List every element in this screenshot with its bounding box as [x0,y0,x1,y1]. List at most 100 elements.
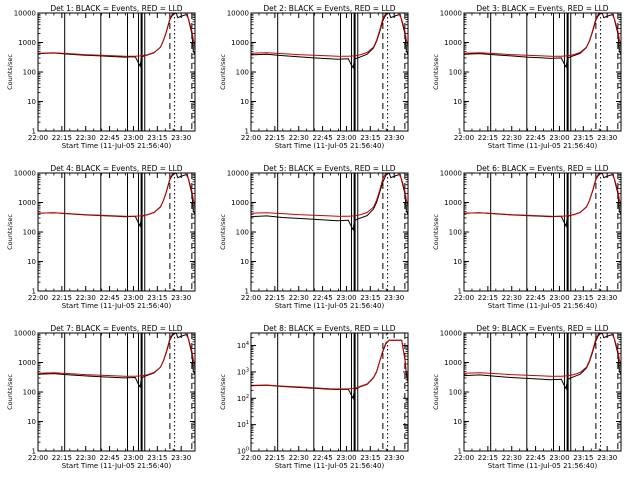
x-tick-label: 23:15 [360,134,380,142]
x-tick-label: 23:15 [147,454,167,462]
x-tick-label: 23:00 [336,454,356,462]
y-axis-label: Counts/sec [432,54,440,90]
y-tick-label: 100 [236,229,249,237]
y-tick-label: 1 [245,288,249,296]
series-line [38,333,195,377]
y-tick-label: 1000 [444,359,462,367]
y-axis-label: Counts/sec [219,374,227,410]
chart-title: Det 6: BLACK = Events, RED = LLD [476,164,608,173]
series-line [464,333,621,391]
y-tick-label: 100 [449,69,462,77]
x-tick-label: 23:15 [573,454,593,462]
plot-frame [250,172,409,292]
x-tick-label: 22:00 [28,134,48,142]
y-tick-label: 10000 [440,330,462,338]
x-axis-label: Start Time (11-Jul-05 21:56:40) [488,142,598,150]
y-tick-label: 10 [453,258,462,266]
chart-panel: 1 10 100 1000 10000 22:00 22:15 22:30 22:45 23:00… [219,4,409,150]
y-axis-label: Counts/sec [219,214,227,250]
y-tick-label: 1000 [444,199,462,207]
chart-title: Det 1: BLACK = Events, RED = LLD [50,4,182,13]
chart-title: Det 4: BLACK = Events, RED = LLD [50,164,182,173]
chart-panel: 100 101 102 103 104 22:00 22:15 22:30 22:45 23:00… [219,324,409,470]
chart-panel: 1 10 100 1000 10000 22:00 22:15 22:30 22:45 23:00… [432,164,622,310]
y-tick-label: 1 [245,128,249,136]
y-tick-label: 10 [27,418,36,426]
x-tick-label: 22:45 [312,454,332,462]
y-tick-label: 100 [449,229,462,237]
series-line [464,173,621,217]
chart-panel: 1 10 100 1000 10000 22:00 22:15 22:30 22:45 23:00… [6,4,196,150]
x-tick-label: 23:30 [597,134,617,142]
y-axis-label: Counts/sec [432,374,440,410]
y-tick-label: 100 [23,389,36,397]
x-tick-label: 23:00 [123,294,143,302]
x-tick-label: 23:00 [123,134,143,142]
x-axis-label: Start Time (11-Jul-05 21:56:40) [275,302,385,310]
x-axis-label: Start Time (11-Jul-05 21:56:40) [275,142,385,150]
chart-panel: 1 10 100 1000 10000 22:00 22:15 22:30 22:45 23:00… [432,324,622,470]
plot-frame [463,172,622,292]
x-tick-label: 22:00 [241,294,261,302]
y-tick-label: 100 [449,389,462,397]
x-tick-label: 23:30 [597,454,617,462]
x-tick-label: 22:15 [265,454,285,462]
y-tick-label: 1 [32,448,36,456]
y-tick-label: 1 [32,288,36,296]
series-line [38,13,195,57]
y-tick-label: 101 [237,420,249,429]
plot-frame [250,12,409,132]
x-axis-label: Start Time (11-Jul-05 21:56:40) [62,142,172,150]
y-tick-label: 10 [240,258,249,266]
x-tick-label: 23:00 [123,454,143,462]
chart-title: Det 8: BLACK = Events, RED = LLD [263,324,395,333]
x-tick-label: 22:15 [478,294,498,302]
x-tick-label: 23:15 [573,134,593,142]
x-tick-label: 22:00 [28,294,48,302]
x-axis-label: Start Time (11-Jul-05 21:56:40) [275,462,385,470]
x-tick-label: 23:30 [384,294,404,302]
series-line [464,13,621,57]
plot-frame [37,12,196,132]
plot-frame [463,332,622,452]
chart-title: Det 3: BLACK = Events, RED = LLD [476,4,608,13]
x-tick-label: 22:45 [312,134,332,142]
y-tick-label: 100 [237,447,249,456]
x-tick-label: 22:30 [289,134,309,142]
y-axis-label: Counts/sec [432,214,440,250]
x-tick-label: 22:45 [312,294,332,302]
chart-title: Det 9: BLACK = Events, RED = LLD [476,324,608,333]
series-line [251,13,408,57]
x-tick-label: 22:30 [289,294,309,302]
chart-title: Det 2: BLACK = Events, RED = LLD [263,4,395,13]
x-tick-label: 22:00 [454,294,474,302]
x-tick-label: 23:00 [549,454,569,462]
x-tick-label: 23:00 [549,294,569,302]
series-line [38,173,195,228]
series-line [38,333,195,389]
x-tick-label: 22:30 [76,454,96,462]
series-line [251,339,408,390]
y-tick-label: 10 [27,98,36,106]
x-tick-label: 23:15 [360,454,380,462]
x-tick-label: 22:45 [525,454,545,462]
x-tick-label: 22:30 [502,454,522,462]
y-tick-label: 103 [237,367,249,376]
plot-frame [250,332,409,452]
y-tick-label: 1 [32,128,36,136]
y-axis-label: Counts/sec [6,214,14,250]
series-line [251,173,408,217]
x-tick-label: 23:00 [336,294,356,302]
y-tick-label: 10000 [227,10,249,18]
x-tick-label: 22:15 [478,134,498,142]
x-tick-label: 22:00 [241,134,261,142]
x-axis-label: Start Time (11-Jul-05 21:56:40) [62,302,172,310]
y-tick-label: 1000 [18,359,36,367]
y-tick-label: 10000 [227,170,249,178]
series-line [251,339,408,400]
x-tick-label: 22:15 [52,294,72,302]
series-line [464,333,621,377]
y-tick-label: 10000 [14,10,36,18]
x-tick-label: 22:00 [241,454,261,462]
